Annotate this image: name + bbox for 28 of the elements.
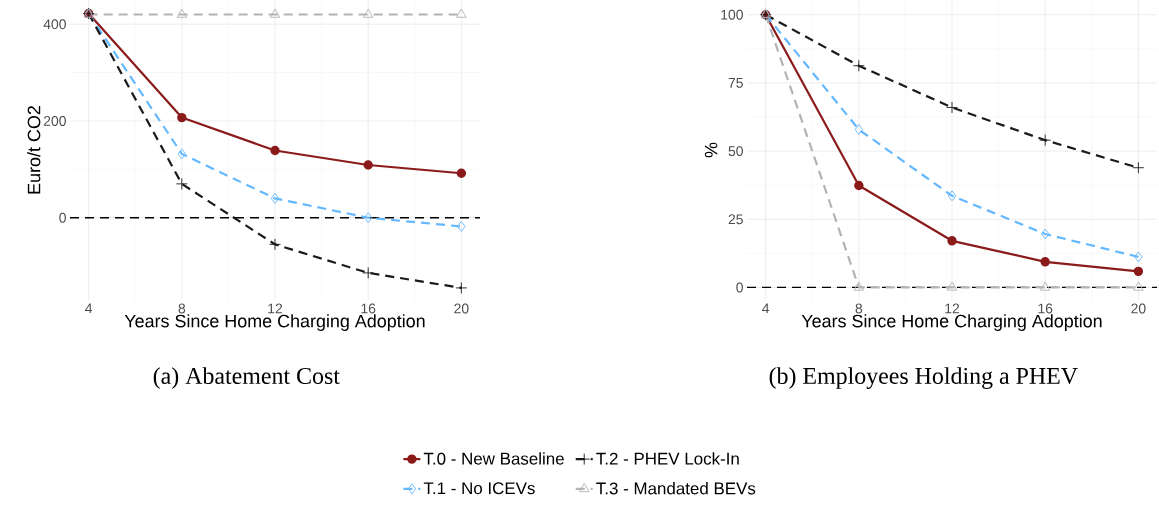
y-tick-label: 400 (43, 19, 66, 30)
x-tick-label: 16 (1038, 303, 1053, 314)
legend-label: T.2 - PHEV Lock-In (596, 452, 739, 465)
x-axis-title: Years Since Home Charging Adoption (801, 314, 1102, 331)
x-tick-label: 4 (85, 303, 93, 314)
x-tick-label: 16 (361, 303, 376, 314)
x-axis-title: Years Since Home Charging Adoption (124, 314, 425, 331)
x-tick-label: 12 (268, 303, 283, 314)
y-axis-title: Euro/t CO2 (27, 106, 41, 194)
y-tick-label: 75 (728, 78, 743, 88)
y-tick-label: 200 (43, 116, 66, 126)
y-tick-label: 25 (728, 214, 743, 225)
y-tick-label: 0 (736, 282, 743, 293)
legend-label: T.1 - No ICEVs (423, 482, 535, 495)
y-tick-label: 0 (59, 212, 66, 223)
x-tick-label: 12 (945, 303, 960, 314)
x-tick-label: 8 (855, 303, 863, 314)
legend-label: T.3 - Mandated BEVs (596, 482, 756, 495)
y-axis-title: % (704, 142, 718, 158)
text: (b) Employees Holding a PHEV (769, 367, 1078, 389)
y-tick-label: 50 (728, 146, 743, 157)
x-tick-label: 20 (1131, 303, 1146, 314)
text: (a) Abatement Cost (153, 367, 340, 389)
x-tick-label: 20 (454, 303, 469, 314)
x-tick-label: 8 (178, 303, 186, 314)
y-tick-label: 100 (721, 9, 743, 20)
x-tick-label: 4 (762, 303, 770, 314)
legend-label: T.0 - New Baseline (423, 452, 564, 465)
